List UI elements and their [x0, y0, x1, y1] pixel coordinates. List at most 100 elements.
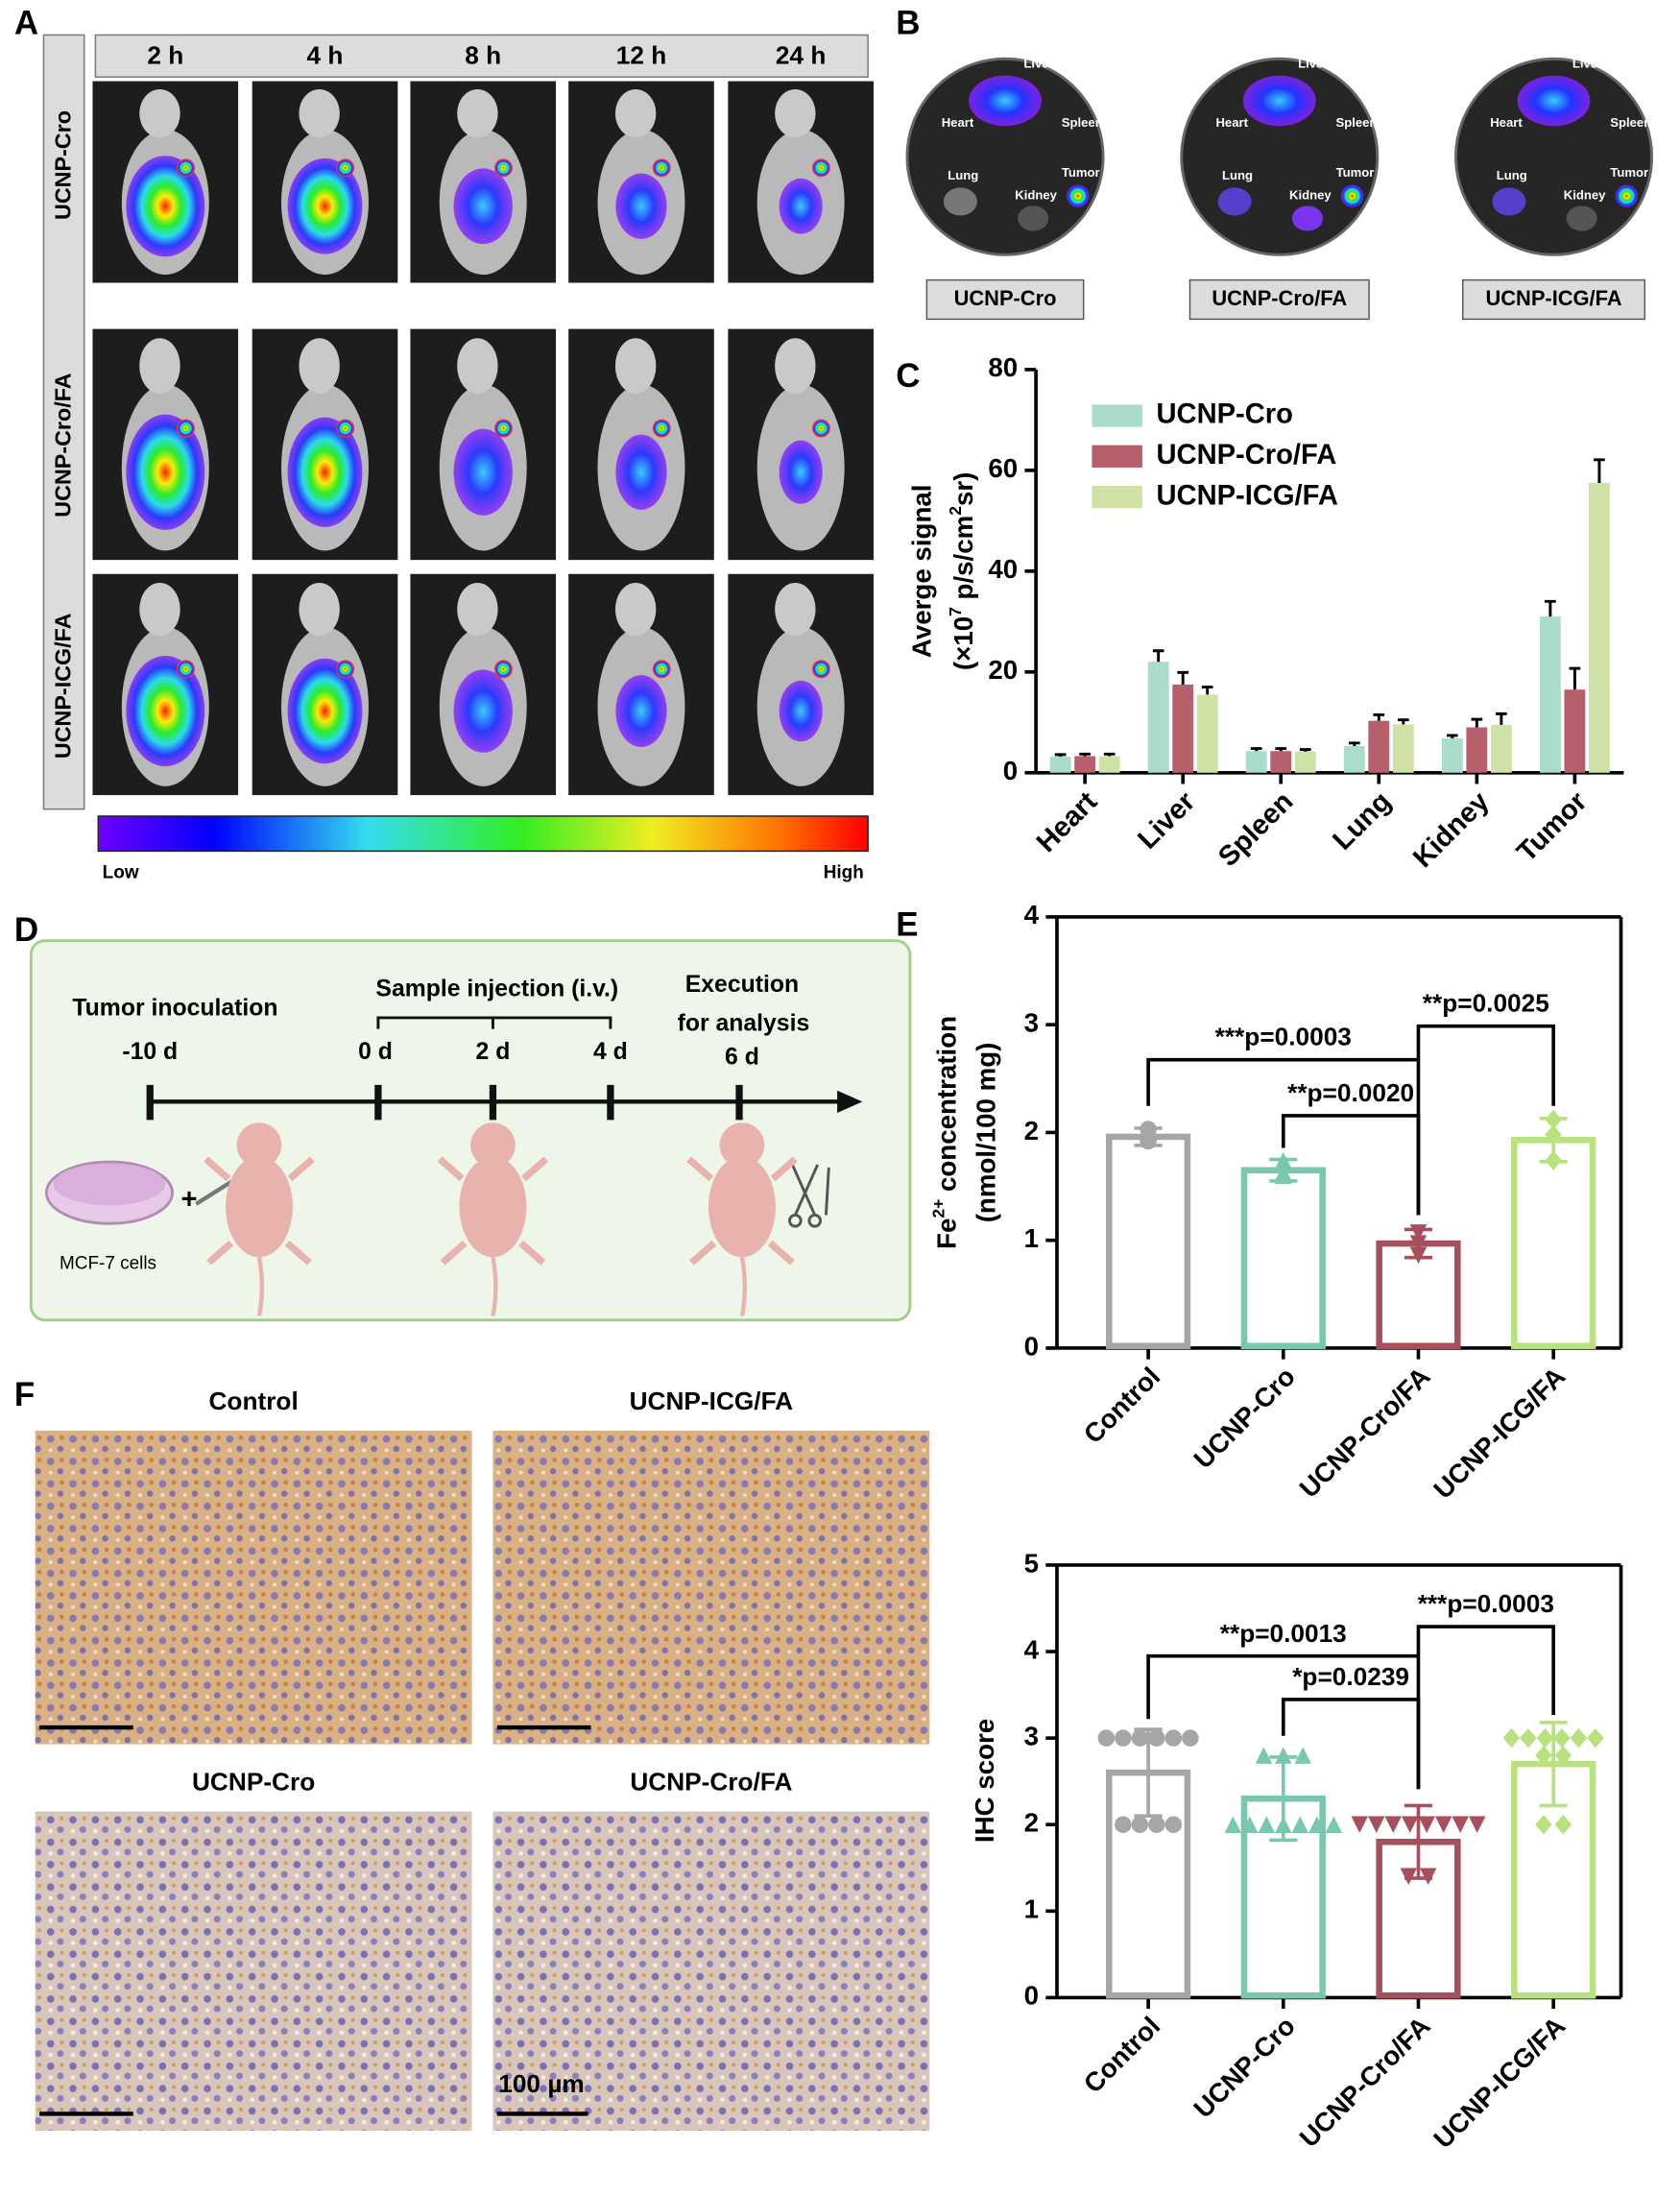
data-point — [1164, 1816, 1183, 1833]
plate-label: UCNP-ICG/FA — [1485, 286, 1621, 310]
mouse-head — [139, 338, 180, 394]
data-point — [1351, 1816, 1368, 1833]
data-point — [1325, 1816, 1343, 1833]
organ-label: Spleen — [1610, 115, 1651, 130]
y-axis-label-part: (×10 — [949, 616, 979, 670]
signal — [126, 655, 205, 767]
mouse-limbs — [204, 1156, 315, 1266]
data-point — [1308, 1816, 1326, 1833]
data-point — [1131, 1729, 1149, 1747]
liver-signal — [969, 75, 1042, 127]
organ-label: Heart — [942, 115, 974, 130]
data-point — [1419, 1868, 1437, 1886]
mouse-head — [457, 582, 498, 637]
day-label: -10 d — [122, 1039, 178, 1065]
x-tick-label: Kidney — [1407, 785, 1496, 874]
tumor-signal — [336, 660, 355, 679]
signal — [287, 658, 363, 764]
data-point — [1224, 1816, 1242, 1833]
data-point — [1434, 1816, 1452, 1833]
x-tick-label: UCNP-Cro — [1188, 2011, 1301, 2124]
organ-label: Lung — [1497, 168, 1527, 182]
organ — [1566, 205, 1597, 231]
day-label: 4 d — [593, 1039, 628, 1065]
panel-label: A — [14, 4, 38, 41]
organ-label: Tumor — [1336, 165, 1375, 180]
error-bar — [1348, 741, 1360, 746]
row-label-bar — [42, 34, 85, 810]
y-tick-label: 4 — [1024, 900, 1040, 929]
legend-label: UCNP-Cro — [1156, 399, 1292, 430]
data-point — [1452, 1816, 1469, 1833]
bar — [1588, 482, 1610, 773]
tumor-signal — [652, 419, 671, 438]
significance-bracket — [1146, 1653, 1419, 1720]
x-tick-label: Lung — [1327, 786, 1397, 856]
ihc-image — [492, 1430, 930, 1745]
panel-label: F — [14, 1376, 35, 1413]
data-point — [1291, 1816, 1309, 1833]
ihc-image — [35, 1811, 472, 2131]
tumor-signal — [336, 158, 355, 178]
bar — [1240, 1167, 1326, 1350]
data-point — [1131, 1816, 1149, 1833]
mouse — [719, 1122, 765, 1168]
significance-label: **p=0.0025 — [1423, 989, 1549, 1018]
x-tick-label: UCNP-ICG/FA — [1428, 1362, 1571, 1505]
timeline-ticks — [146, 1084, 743, 1121]
signal — [615, 675, 667, 747]
data-point — [1400, 1868, 1418, 1886]
data-point — [1148, 1729, 1165, 1747]
mouse-tail — [739, 1256, 748, 1316]
data-point — [1570, 1727, 1588, 1749]
organ-label: Kidney — [1015, 188, 1057, 203]
mouse-head — [775, 338, 816, 394]
data-point — [1275, 1816, 1292, 1833]
significance-bracket — [1146, 1057, 1419, 1106]
plate-label-box — [925, 278, 1085, 321]
bar — [1539, 616, 1561, 773]
mouse-head — [139, 88, 180, 138]
significance-bracket — [1416, 1625, 1555, 1790]
organ-label: Spleen — [1062, 115, 1103, 130]
data-point — [1258, 1816, 1276, 1833]
panel-label: E — [896, 905, 918, 943]
error-bar — [1373, 712, 1385, 721]
data-point — [1164, 1729, 1183, 1747]
tumor-signal — [1340, 184, 1364, 207]
panel-label: B — [896, 4, 920, 41]
scale-high: High — [824, 863, 864, 883]
error-bar — [1152, 649, 1164, 663]
tumor-signal — [811, 660, 830, 679]
mouse-head — [299, 88, 340, 138]
y-axis-label: (nmol/100 mg) — [972, 1043, 1001, 1223]
error-bar — [1496, 712, 1507, 725]
data-point — [1545, 1124, 1562, 1145]
day-label: 6 d — [725, 1045, 759, 1071]
y-tick-label: 20 — [988, 655, 1018, 685]
x-tick-label: Spleen — [1212, 786, 1299, 873]
error-bar — [1569, 666, 1581, 690]
image-title: Control — [209, 1387, 299, 1415]
plate-label: UCNP-Cro/FA — [1212, 286, 1347, 310]
image-title: UCNP-Cro/FA — [630, 1767, 792, 1796]
day-label: 2 d — [476, 1039, 511, 1065]
data-point — [1140, 1131, 1157, 1149]
tumor-signal — [811, 419, 830, 438]
mouse-head — [299, 582, 340, 637]
organ-label: Spleen — [1335, 115, 1377, 130]
mouse — [708, 1156, 776, 1258]
group-label: UCNP-ICG/FA — [50, 613, 75, 759]
y-axis-label-part: p/s/cm — [949, 516, 979, 607]
data-point — [1409, 1235, 1428, 1252]
y-axis-label-part: Averge signal — [907, 485, 937, 659]
error-bar — [1275, 747, 1287, 752]
legend-swatch — [1092, 445, 1142, 468]
x-tick-label: Heart — [1031, 786, 1104, 859]
execution-label: for analysis — [678, 1011, 810, 1037]
panel-label: C — [896, 357, 920, 395]
data-point — [1275, 1747, 1292, 1764]
tumor-signal — [493, 419, 513, 438]
legend-label: UCNP-ICG/FA — [1156, 480, 1337, 511]
bar — [1196, 694, 1218, 773]
